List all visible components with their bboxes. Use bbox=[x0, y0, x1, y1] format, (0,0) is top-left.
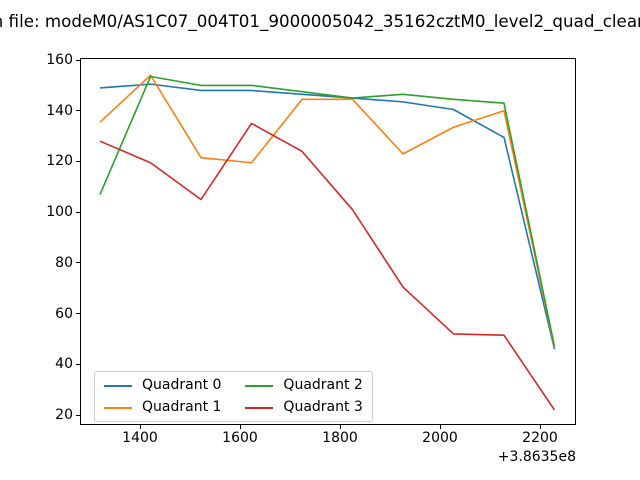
legend-label: Quadrant 0 bbox=[142, 377, 222, 393]
y-tick-label: 40 bbox=[55, 356, 73, 373]
x-tick-label: 2200 bbox=[522, 430, 558, 446]
y-tick-mark bbox=[76, 262, 80, 264]
legend-label: Quadrant 2 bbox=[283, 377, 363, 393]
legend: Quadrant 0 Quadrant 1 Quadrant 2 Quadrant 3 bbox=[94, 371, 373, 422]
y-tick-mark bbox=[76, 211, 80, 213]
legend-item-0: Quadrant 0 bbox=[104, 377, 221, 394]
legend-line-sample bbox=[245, 406, 274, 409]
series-line-0 bbox=[99, 83, 556, 350]
plot-area bbox=[80, 58, 576, 425]
y-tick-mark bbox=[76, 160, 80, 162]
x-tick-mark bbox=[239, 425, 241, 429]
y-tick-label: 100 bbox=[46, 204, 73, 221]
y-tick-label: 140 bbox=[46, 102, 73, 119]
x-tick-label: 1800 bbox=[322, 430, 358, 446]
line-chart bbox=[99, 74, 556, 411]
legend-label: Quadrant 3 bbox=[283, 399, 363, 415]
x-tick-mark bbox=[439, 425, 441, 429]
x-tick-label: 2000 bbox=[422, 430, 458, 446]
x-tick-mark bbox=[339, 425, 341, 429]
legend-item-2: Quadrant 2 bbox=[245, 377, 363, 394]
y-tick-label: 80 bbox=[55, 254, 73, 271]
y-tick-mark bbox=[76, 59, 80, 61]
y-tick-mark bbox=[76, 363, 80, 365]
legend-line-sample bbox=[245, 384, 274, 387]
legend-line-sample bbox=[104, 406, 132, 409]
y-tick-mark bbox=[76, 110, 80, 112]
series-line-3 bbox=[99, 122, 556, 411]
y-tick-mark bbox=[76, 313, 80, 315]
y-tick-mark bbox=[76, 414, 80, 416]
legend-item-3: Quadrant 3 bbox=[245, 399, 363, 416]
legend-line-sample bbox=[104, 384, 132, 387]
x-tick-label: 1600 bbox=[222, 430, 258, 446]
x-axis-offset-label: +3.8635e8 bbox=[497, 449, 576, 465]
y-tick-label: 20 bbox=[55, 407, 73, 424]
x-tick-mark bbox=[539, 425, 541, 429]
figure-title: m file: modeM0/AS1C07_004T01_9000005042_… bbox=[0, 11, 640, 31]
x-tick-mark bbox=[139, 425, 141, 429]
series-line-1 bbox=[99, 74, 556, 349]
y-tick-label: 60 bbox=[55, 305, 73, 322]
legend-item-1: Quadrant 1 bbox=[104, 399, 221, 416]
x-tick-label: 1400 bbox=[122, 430, 158, 446]
y-tick-label: 160 bbox=[46, 52, 73, 69]
legend-label: Quadrant 1 bbox=[142, 399, 222, 415]
series-line-2 bbox=[99, 75, 556, 347]
y-tick-label: 120 bbox=[46, 153, 73, 170]
